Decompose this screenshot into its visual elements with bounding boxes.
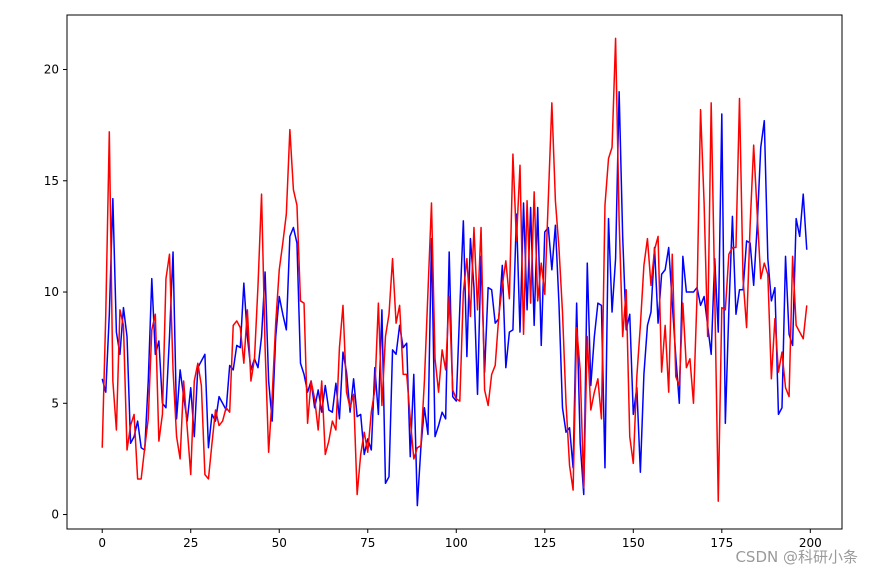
y-tick-label: 0 bbox=[51, 508, 59, 522]
x-tick-label: 50 bbox=[272, 536, 287, 550]
x-tick-label: 175 bbox=[710, 536, 733, 550]
series-line bbox=[101, 91, 808, 507]
x-tick-label: 150 bbox=[622, 536, 645, 550]
x-tick-label: 0 bbox=[98, 536, 106, 550]
x-tick-label: 75 bbox=[360, 536, 375, 550]
y-tick-label: 20 bbox=[44, 63, 59, 77]
x-tick-label: 200 bbox=[799, 536, 822, 550]
x-tick-label: 25 bbox=[183, 536, 198, 550]
watermark: CSDN @科研小条 bbox=[735, 548, 858, 566]
series-line bbox=[101, 37, 808, 502]
x-tick-label: 100 bbox=[445, 536, 468, 550]
y-tick-label: 15 bbox=[44, 174, 59, 188]
y-tick-label: 10 bbox=[44, 285, 59, 299]
plot-frame bbox=[66, 14, 843, 530]
y-tick-label: 5 bbox=[51, 396, 59, 410]
x-tick-label: 125 bbox=[533, 536, 556, 550]
